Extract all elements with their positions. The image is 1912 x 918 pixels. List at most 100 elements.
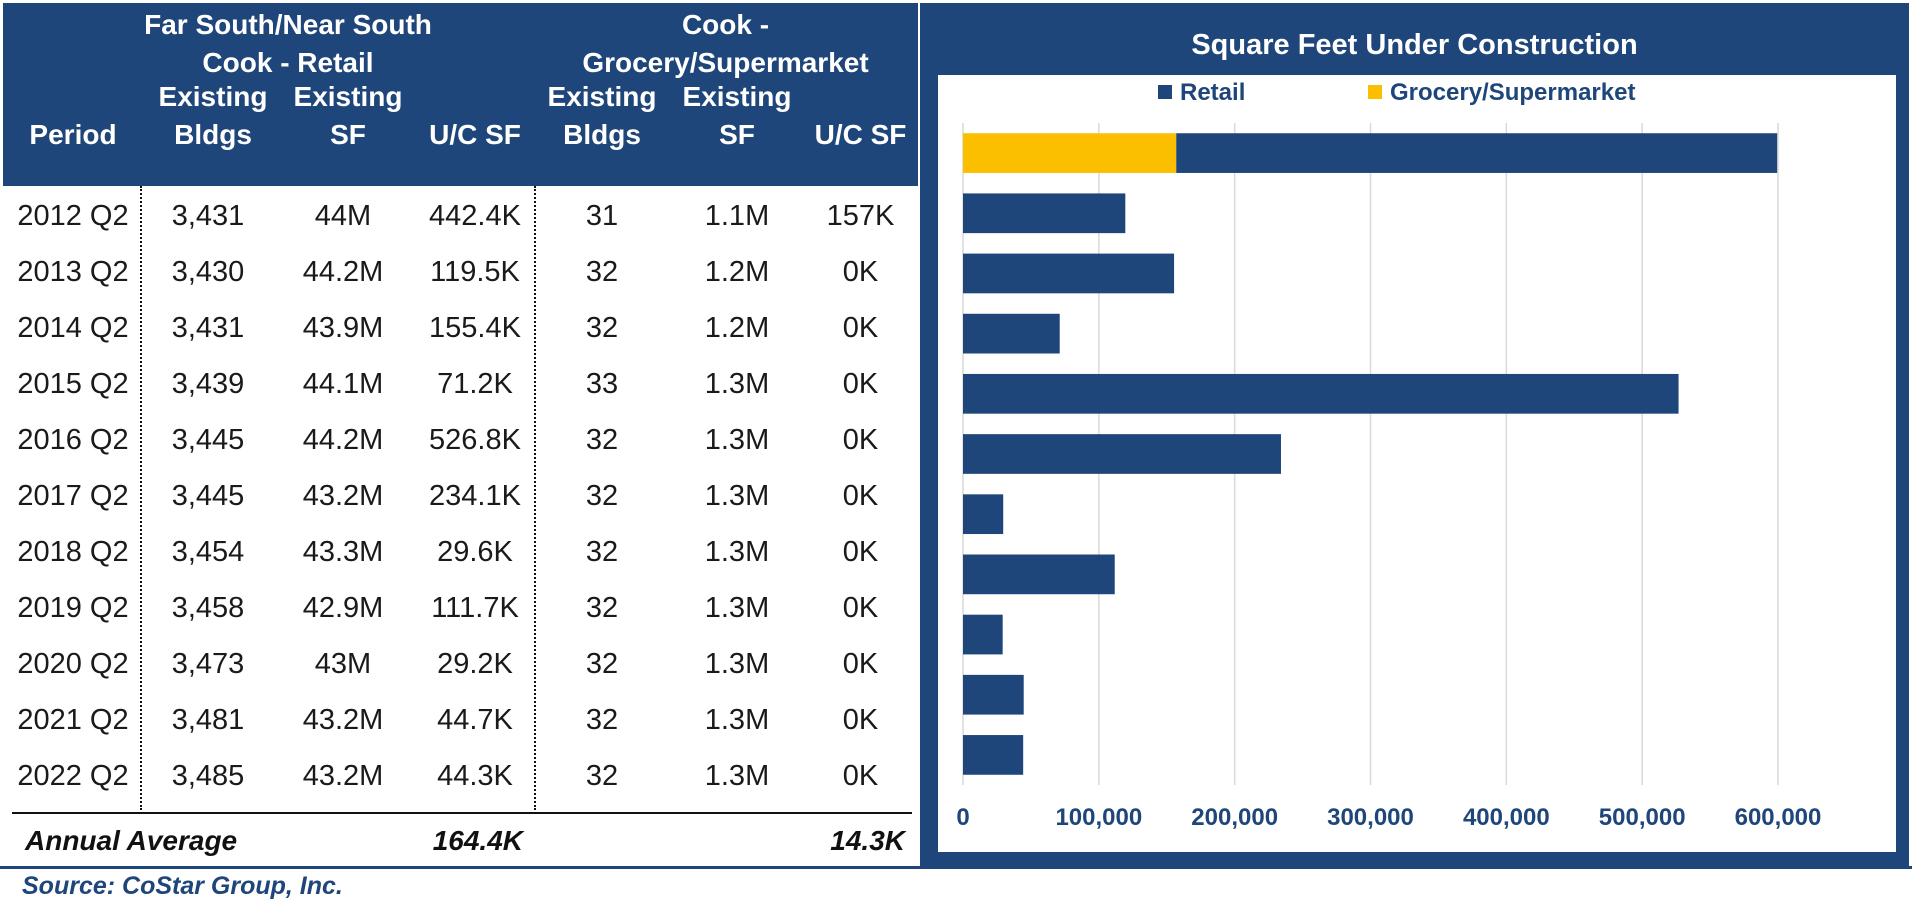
cell-retail-sf: 44.2M [302, 256, 384, 288]
col-header-grocery-bldgs-1: Existing [547, 81, 657, 112]
cell-retail-uc: 234.1K [429, 480, 521, 512]
bar-retail-2017-q2 [963, 434, 1281, 474]
col-header-retail-uc: U/C SF [429, 119, 521, 150]
table-row: 2018 Q2 3,454 43.3M 29.6K 32 1.3M 0K [3, 524, 918, 580]
table-body: 2012 Q2 3,431 44M 442.4K 31 1.1M 157K 20… [3, 188, 918, 808]
column-divider-grocery [534, 186, 536, 810]
cell-period: 2022 Q2 [17, 760, 129, 792]
cell-retail-sf: 44M [314, 200, 372, 232]
cell-grocery-uc: 0K [842, 536, 879, 568]
cell-period: 2012 Q2 [17, 200, 129, 232]
cell-retail-bldgs: 3,454 [171, 536, 245, 568]
cell-retail-uc: 71.2K [437, 368, 513, 400]
bar-retail-2019-q2 [963, 554, 1115, 595]
cell-retail-bldgs: 3,439 [171, 368, 245, 400]
cell-retail-sf: 44.1M [302, 368, 384, 400]
col-header-grocery-uc: U/C SF [814, 119, 907, 150]
total-rule [12, 812, 912, 814]
legend-label-retail: Retail [1180, 79, 1245, 106]
cell-retail-uc: 29.6K [437, 536, 513, 568]
x-tick-label: 0 [956, 804, 969, 831]
cell-grocery-bldgs: 32 [585, 536, 619, 568]
cell-grocery-uc: 0K [842, 648, 879, 680]
cell-grocery-uc: 0K [842, 760, 879, 792]
cell-grocery-sf: 1.3M [704, 704, 770, 736]
chart-title: Square Feet Under Construction [1191, 29, 1638, 61]
col-header-retail-bldgs-2: Bldgs [174, 119, 252, 150]
cell-retail-uc: 29.2K [437, 648, 513, 680]
x-tick-label: 600,000 [1735, 804, 1822, 831]
table-row: 2014 Q2 3,431 43.9M 155.4K 32 1.2M 0K [3, 300, 918, 356]
table-row: 2022 Q2 3,485 43.2M 44.3K 32 1.3M 0K [3, 748, 918, 804]
cell-retail-bldgs: 3,485 [171, 760, 245, 792]
bar-retail-2015-q2 [963, 313, 1060, 354]
bar-retail-2022-q2 [963, 735, 1024, 775]
cell-grocery-bldgs: 32 [585, 424, 619, 456]
bar-retail-2012-q2 [1176, 133, 1778, 173]
cell-period: 2017 Q2 [17, 480, 129, 512]
cell-retail-bldgs: 3,458 [171, 592, 245, 624]
annual-average-row: Annual Average 164.4K 14.3K [3, 816, 918, 866]
cell-period: 2014 Q2 [17, 312, 129, 344]
x-tick-label: 300,000 [1327, 804, 1414, 831]
cell-retail-bldgs: 3,481 [171, 704, 245, 736]
cell-retail-uc: 119.5K [430, 256, 520, 288]
table-row: 2013 Q2 3,430 44.2M 119.5K 32 1.2M 0K [3, 244, 918, 300]
retail-group-title-line2: Cook - Retail [202, 47, 374, 78]
chart-plot-area: 0 100,000 200,000 300,000 400,000 500,000 600,… [938, 75, 1896, 852]
cell-grocery-bldgs: 32 [585, 760, 619, 792]
cell-grocery-sf: 1.3M [704, 424, 770, 456]
cell-grocery-sf: 1.3M [704, 480, 770, 512]
bar-retail-2016-q2 [963, 373, 1679, 414]
cell-retail-uc: 442.4K [429, 200, 521, 232]
cell-grocery-sf: 1.3M [704, 760, 770, 792]
cell-period: 2021 Q2 [17, 704, 129, 736]
cell-grocery-sf: 1.2M [704, 256, 770, 288]
cell-grocery-sf: 1.2M [704, 312, 770, 344]
column-divider-retail [140, 186, 142, 810]
cell-period: 2018 Q2 [17, 536, 129, 568]
cell-grocery-bldgs: 32 [585, 312, 619, 344]
cell-retail-bldgs: 3,430 [171, 256, 245, 288]
table-row: 2021 Q2 3,481 43.2M 44.7K 32 1.3M 0K [3, 692, 918, 748]
table-row: 2019 Q2 3,458 42.9M 111.7K 32 1.3M 0K [3, 580, 918, 636]
table-row: 2020 Q2 3,473 43M 29.2K 32 1.3M 0K [3, 636, 918, 692]
cell-grocery-bldgs: 32 [585, 704, 619, 736]
x-tick-label: 500,000 [1599, 804, 1686, 831]
cell-retail-bldgs: 3,431 [171, 200, 245, 232]
cell-retail-sf: 43.2M [302, 704, 384, 736]
bar-chart: 0 100,000 200,000 300,000 400,000 500,000 600,… [956, 79, 1822, 831]
cell-grocery-uc: 0K [842, 256, 879, 288]
cell-period: 2020 Q2 [17, 648, 129, 680]
bar-retail-2021-q2 [963, 674, 1024, 715]
cell-grocery-uc: 0K [842, 368, 879, 400]
cell-retail-sf: 43.2M [302, 480, 384, 512]
annual-average-label: Annual Average [25, 825, 238, 856]
grocery-group-title-line1: Cook - [681, 9, 770, 40]
cell-grocery-uc: 0K [842, 592, 879, 624]
bar-retail-2018-q2 [963, 494, 1004, 535]
cell-retail-sf: 43.9M [302, 312, 384, 344]
bar-grocery-supermarket-2012-q2 [963, 133, 1177, 173]
cell-grocery-bldgs: 32 [585, 480, 619, 512]
col-header-grocery-bldgs-2: Bldgs [563, 119, 641, 150]
cell-retail-bldgs: 3,445 [171, 480, 245, 512]
cell-retail-sf: 43.3M [302, 536, 384, 568]
cell-grocery-sf: 1.3M [704, 536, 770, 568]
table-row: 2015 Q2 3,439 44.1M 71.2K 33 1.3M 0K [3, 356, 918, 412]
cell-period: 2016 Q2 [17, 424, 129, 456]
cell-grocery-uc: 0K [842, 704, 879, 736]
table-header: Far South/Near South Cook - Retail Cook … [3, 3, 918, 186]
cell-period: 2015 Q2 [17, 368, 129, 400]
cell-retail-bldgs: 3,431 [171, 312, 245, 344]
cell-grocery-uc: 0K [842, 424, 879, 456]
cell-retail-sf: 44.2M [302, 424, 384, 456]
bar-retail-2013-q2 [963, 193, 1126, 234]
cell-period: 2013 Q2 [17, 256, 129, 288]
cell-grocery-uc: 0K [842, 480, 879, 512]
cell-grocery-sf: 1.3M [704, 648, 770, 680]
cell-retail-bldgs: 3,473 [171, 648, 245, 680]
table-row: 2012 Q2 3,431 44M 442.4K 31 1.1M 157K [3, 188, 918, 244]
legend-swatch-retail [1158, 85, 1172, 99]
annual-average-grocery-uc: 14.3K [830, 825, 905, 856]
